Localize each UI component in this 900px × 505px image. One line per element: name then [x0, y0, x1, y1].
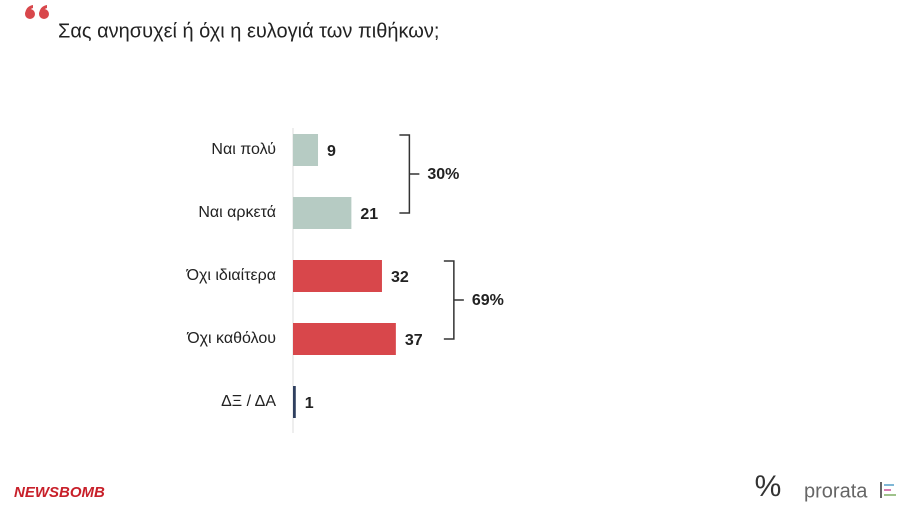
- source-logo: NEWSBOMB: [14, 484, 105, 501]
- group-label: 30%: [427, 166, 459, 183]
- category-label: Ναι πολύ: [211, 141, 276, 158]
- group-bracket: [443, 260, 464, 340]
- value-label: 37: [405, 332, 423, 349]
- logo-text: prorata: [804, 480, 868, 502]
- bar: [293, 323, 396, 355]
- category-label: Ναι αρκετά: [198, 204, 276, 221]
- category-label: Όχι καθόλου: [186, 330, 276, 347]
- group-label: 69%: [472, 292, 504, 309]
- logo-bars: [880, 482, 896, 498]
- value-label: 32: [391, 269, 409, 286]
- value-label: 1: [305, 395, 314, 412]
- category-label: Όχι ιδιαίτερα: [186, 267, 276, 284]
- value-label: 9: [327, 143, 336, 160]
- value-label: 21: [360, 206, 378, 223]
- bar: [293, 134, 319, 166]
- bar: [293, 386, 296, 418]
- bar: [293, 197, 352, 229]
- chart-title: Σας ανησυχεί ή όχι η ευλογιά των πιθήκων…: [58, 20, 439, 42]
- category-label: ΔΞ / ΔΑ: [221, 393, 276, 410]
- quote-icon: [25, 5, 49, 19]
- group-bracket: [399, 134, 420, 214]
- bar: [293, 260, 382, 292]
- logo-symbol: %: [755, 470, 782, 503]
